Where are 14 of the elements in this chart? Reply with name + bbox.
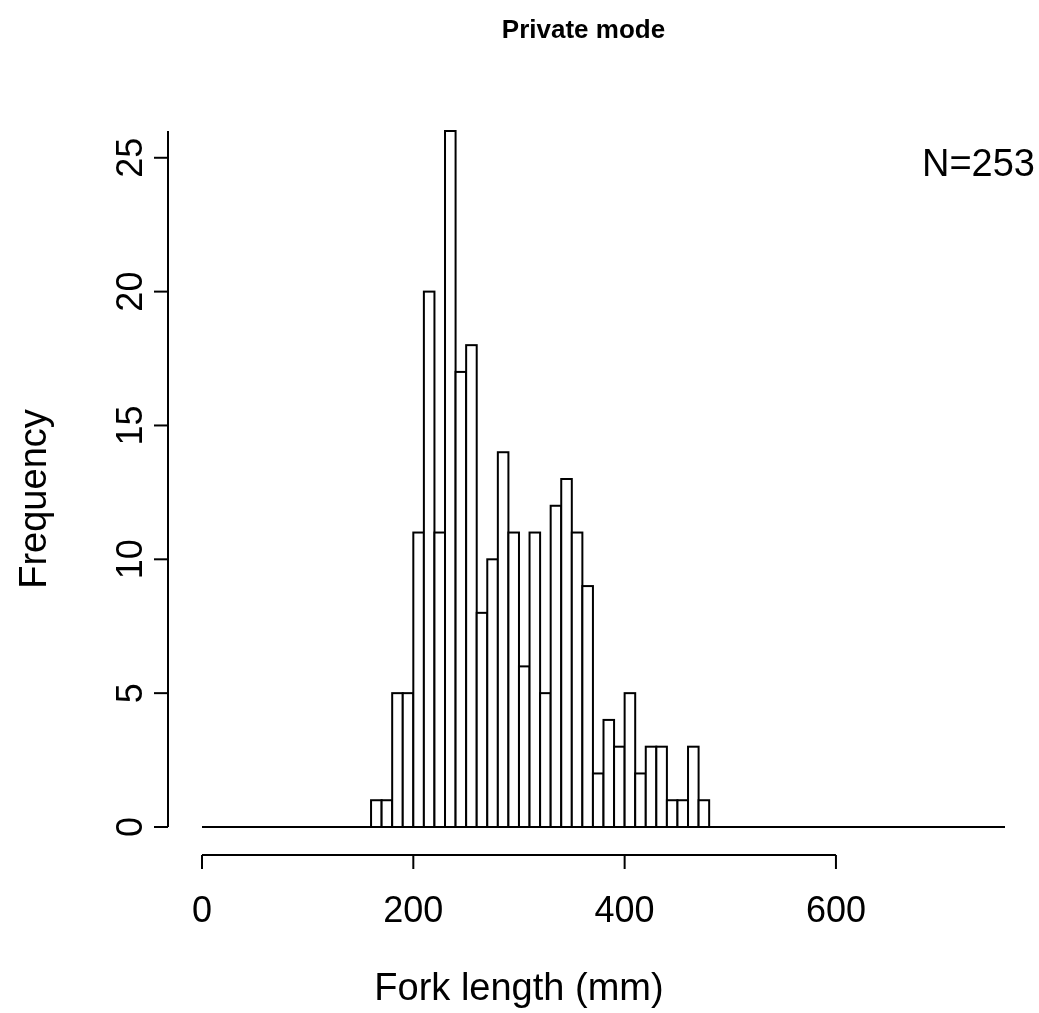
y-tick-label: 20: [109, 271, 150, 312]
y-axis-title: Frequency: [12, 409, 54, 589]
x-tick-label: 400: [594, 889, 655, 930]
x-tick-label: 0: [191, 889, 213, 930]
y-tick-label: 0: [109, 816, 150, 838]
annotation: N=253: [921, 142, 1035, 184]
x-tick-label: 200: [383, 889, 444, 930]
y-tick-label: 10: [109, 539, 150, 580]
chart-title: Private mode: [501, 14, 666, 44]
y-tick-label: 15: [109, 405, 150, 446]
x-axis-title: Fork length (mm): [374, 966, 664, 1008]
x-tick-label: 600: [805, 889, 866, 930]
y-tick-label: 5: [109, 683, 150, 704]
y-tick-label: 25: [109, 137, 150, 178]
